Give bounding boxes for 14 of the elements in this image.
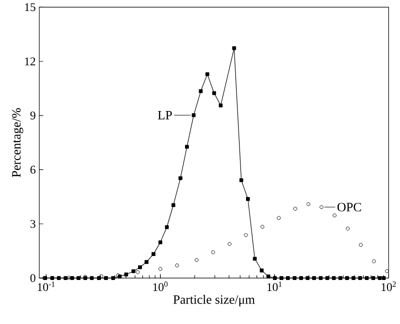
y-tick-label: 0 — [30, 274, 36, 282]
legend-label: LP — [158, 110, 172, 120]
x-tick-label: 10$^{2}$ — [382, 281, 396, 291]
y-tick-label: 12 — [25, 57, 36, 66]
y-tick-label: 3 — [30, 220, 36, 228]
x-tick-label: 10$^{0}$ — [153, 281, 168, 291]
y-axis-title: Percentage/% — [12, 108, 24, 178]
y-tick-label: 9 — [30, 111, 36, 120]
y-tick-label: 15 — [25, 3, 36, 12]
x-axis-title: Particle size/μm — [173, 294, 255, 306]
x-tick-label: 10$^{1}$ — [267, 281, 282, 291]
legend-label: OPC — [337, 202, 361, 212]
x-tick-label: 10$^{-1}$ — [38, 281, 55, 291]
y-tick-label: 6 — [30, 166, 36, 174]
